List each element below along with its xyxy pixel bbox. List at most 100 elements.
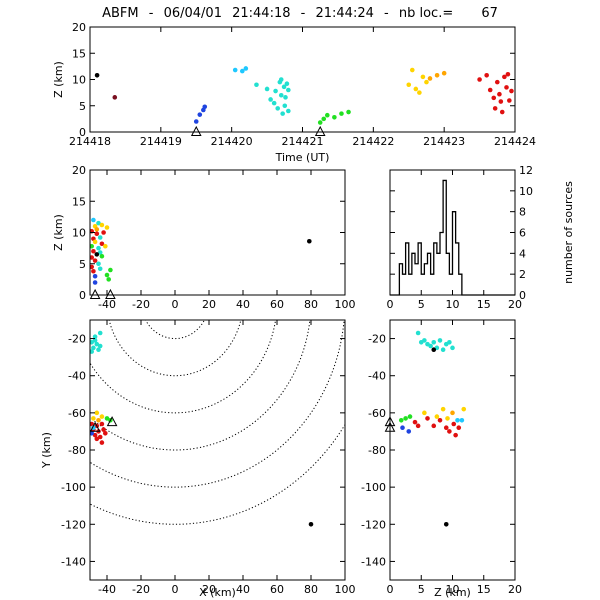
source-point	[101, 427, 106, 432]
x-tick-label: 0	[387, 583, 394, 596]
source-point	[92, 338, 98, 343]
source-point	[91, 268, 96, 274]
x-tick-label: 0	[172, 298, 179, 311]
source-point	[456, 425, 462, 431]
source-point	[437, 338, 443, 343]
source-point	[108, 267, 113, 273]
histogram-bar	[403, 274, 406, 295]
source-point	[254, 82, 259, 88]
source-point	[415, 423, 421, 429]
x-tick-label: 20	[202, 298, 216, 311]
source-point	[283, 95, 288, 100]
source-point	[202, 104, 208, 110]
source-point	[94, 341, 100, 347]
source-point	[428, 343, 433, 349]
source-point	[443, 521, 449, 527]
source-point	[491, 95, 497, 101]
source-point	[282, 103, 288, 109]
y-tick-label: -80	[68, 444, 86, 457]
source-point	[99, 440, 105, 445]
source-point	[339, 111, 344, 116]
source-point	[92, 280, 98, 285]
source-point	[280, 111, 285, 116]
source-point	[94, 227, 100, 232]
source-point	[417, 90, 422, 95]
source-point	[99, 241, 105, 247]
source-point	[504, 85, 509, 90]
source-point	[406, 82, 412, 88]
plot-frame	[389, 319, 516, 581]
station-triangle-icon	[105, 288, 116, 299]
panel-x-height: -40 -20 0 20 40 60 80 100 0 5 10 15 20 Z (km)	[52, 164, 356, 311]
source-point	[96, 261, 101, 267]
range-rings	[90, 320, 345, 525]
source-point	[459, 417, 465, 423]
range-ring	[90, 320, 345, 488]
source-point	[96, 245, 101, 251]
source-point	[99, 222, 105, 228]
station-triangle-icon	[89, 421, 101, 432]
source-point	[94, 410, 100, 416]
y-axis-label: Z (km)	[52, 214, 65, 251]
y-tick-label: 10	[519, 185, 533, 198]
source-point	[403, 416, 408, 421]
source-point	[502, 74, 507, 80]
plot-frame	[89, 26, 516, 133]
source-point	[447, 339, 452, 345]
source-point	[434, 73, 440, 78]
source-point	[271, 100, 277, 106]
y-tick-label: -80	[368, 444, 386, 457]
title-date: 06/04/01	[164, 6, 222, 21]
source-point	[420, 74, 426, 80]
source-point	[425, 416, 430, 421]
x-tick-label: 40	[236, 298, 250, 311]
x-tick-label: -20	[132, 298, 150, 311]
source-point	[97, 235, 103, 240]
histogram-bar	[415, 264, 418, 295]
title-count-value: 67	[481, 6, 498, 21]
source-point	[97, 343, 103, 349]
source-point	[427, 76, 433, 81]
x-tick-label: 40	[236, 583, 250, 596]
x-tick-label: 10	[446, 298, 460, 311]
x-tick-label: 15	[477, 583, 491, 596]
source-point	[443, 425, 449, 431]
source-point	[97, 434, 103, 440]
y-axis-label: number of sources	[562, 181, 575, 284]
x-tick-label: -40	[98, 298, 116, 311]
source-point	[91, 345, 96, 351]
panel-z-y-view: 0 5 10 15 20 -20 -40 -60 -80 -100 -120 -140 Z (km)	[361, 319, 522, 599]
y-tick-label: -100	[61, 481, 86, 494]
x-axis-label: Time (UT)	[275, 151, 330, 164]
source-point	[413, 86, 419, 92]
source-point	[99, 414, 105, 419]
source-point	[453, 432, 458, 438]
source-point	[94, 252, 100, 257]
source-point	[437, 417, 443, 423]
source-point	[434, 414, 440, 419]
source-point	[407, 414, 413, 419]
y-tick-label: 15	[72, 195, 86, 208]
station-triangle-icon	[89, 288, 101, 299]
figure-title: ABFM - 06/04/01 21:44:18 - 21:44:24 - nb…	[102, 6, 498, 21]
source-point	[494, 79, 500, 85]
source-point	[91, 416, 96, 421]
x-tick-label: 100	[335, 298, 356, 311]
y-tick-label: 20	[72, 164, 86, 177]
source-point	[286, 108, 291, 114]
source-point	[232, 67, 238, 73]
source-point	[94, 73, 100, 78]
source-point	[99, 253, 105, 259]
source-point	[447, 429, 452, 434]
source-point	[422, 338, 427, 343]
source-point	[424, 79, 429, 85]
x-axis-label: Z (km)	[434, 586, 471, 599]
source-point	[90, 243, 94, 249]
x-tick-label: 0	[387, 298, 394, 311]
source-point	[97, 330, 103, 336]
source-point	[92, 273, 98, 279]
x-tick-label: 214423	[423, 135, 465, 148]
x-tick-label: 214422	[352, 135, 394, 148]
source-point	[308, 521, 314, 527]
